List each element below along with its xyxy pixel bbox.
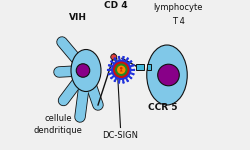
Circle shape [158, 64, 179, 86]
Text: cellule: cellule [44, 114, 72, 123]
Bar [147, 64, 151, 70]
Bar [136, 64, 144, 70]
Ellipse shape [71, 50, 101, 92]
Circle shape [107, 69, 110, 71]
Circle shape [122, 56, 124, 58]
Circle shape [127, 80, 129, 82]
Text: CD 4: CD 4 [104, 2, 128, 10]
Circle shape [114, 58, 116, 60]
Circle shape [111, 60, 132, 80]
Circle shape [110, 60, 112, 63]
Circle shape [113, 61, 130, 78]
Circle shape [127, 58, 129, 60]
Circle shape [132, 73, 134, 75]
Circle shape [132, 64, 134, 66]
Circle shape [114, 80, 116, 82]
Circle shape [118, 56, 120, 58]
Text: lymphocyte: lymphocyte [153, 3, 202, 12]
Circle shape [122, 81, 124, 84]
Circle shape [111, 54, 117, 60]
Circle shape [130, 60, 132, 63]
Circle shape [115, 63, 128, 76]
Ellipse shape [147, 45, 187, 105]
Circle shape [118, 81, 120, 84]
Circle shape [120, 67, 122, 70]
Polygon shape [120, 69, 123, 72]
Circle shape [108, 64, 110, 66]
Text: dendritique: dendritique [34, 126, 83, 135]
Circle shape [130, 77, 132, 79]
Circle shape [117, 66, 126, 74]
Text: T 4: T 4 [172, 16, 185, 26]
Circle shape [76, 64, 90, 77]
Circle shape [133, 69, 135, 71]
Text: DC-SIGN: DC-SIGN [102, 130, 139, 140]
Text: VIH: VIH [69, 13, 87, 22]
Circle shape [110, 77, 112, 79]
Circle shape [108, 73, 110, 75]
Text: CCR 5: CCR 5 [148, 103, 177, 112]
